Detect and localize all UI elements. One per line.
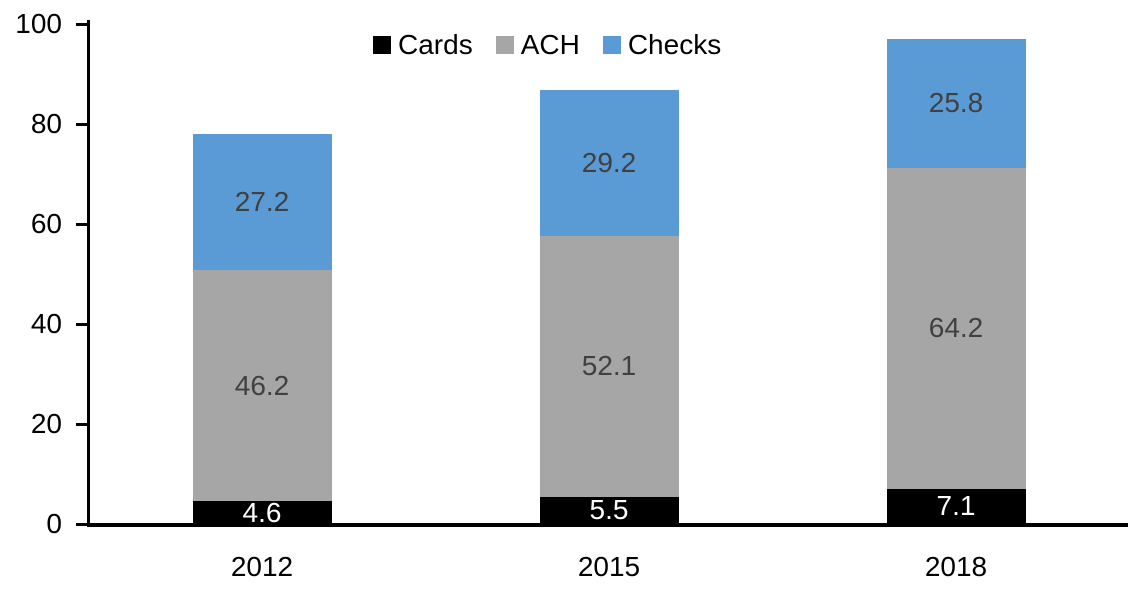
bar-2015-checks <box>539 90 679 236</box>
legend-swatch-ach <box>495 36 514 54</box>
x-axis-label-2012: 2012 <box>230 551 294 582</box>
y-axis-tick <box>76 423 87 426</box>
y-axis-line <box>87 20 90 527</box>
bar-2018-cards <box>886 488 1026 524</box>
bar-2012-cards <box>192 501 332 524</box>
legend-label-ach: ACH <box>520 29 580 60</box>
bar-2018-checks <box>886 38 1026 168</box>
bar-2018-ach <box>886 167 1026 489</box>
bar-label-2012-checks: 27.2 <box>234 186 290 217</box>
bar-2015-ach <box>539 236 679 497</box>
bar-label-2018-cards: 7.1 <box>936 490 976 522</box>
bar-label-2012-ach: 46.2 <box>234 369 290 401</box>
legend-swatch-cards <box>373 36 391 54</box>
y-axis-tick <box>76 323 87 326</box>
y-axis-tick-label: 40 <box>30 308 62 339</box>
y-axis-tick-label: 100 <box>15 8 62 39</box>
bar-label-2018-ach: 64.2 <box>928 312 984 343</box>
bar-2015-cards <box>539 496 679 524</box>
bar-label-2018-checks: 25.8 <box>928 87 984 118</box>
y-axis-tick <box>76 223 87 226</box>
y-axis-tick-label: 20 <box>30 408 62 439</box>
y-axis-tick-label: 80 <box>30 108 62 139</box>
bar-label-2015-checks: 29.2 <box>581 147 637 178</box>
bar-label-2012-cards: 4.6 <box>242 496 282 528</box>
legend-swatch-checks <box>602 36 621 54</box>
x-axis-label-2015: 2015 <box>577 551 641 582</box>
y-axis-tick-label: 0 <box>46 508 62 539</box>
bar-2012-ach <box>192 270 332 501</box>
y-axis-tick-label: 60 <box>30 208 62 239</box>
bar-label-2015-cards: 5.5 <box>589 494 629 526</box>
legend-item-cards: Cards <box>373 31 473 59</box>
legend-label-cards: Cards <box>398 29 473 60</box>
x-axis-line <box>87 523 1128 527</box>
x-axis-label-2018: 2018 <box>924 551 988 582</box>
y-axis-tick <box>76 23 87 26</box>
y-axis-tick <box>76 123 87 126</box>
bar-label-2015-ach: 52.1 <box>581 350 637 382</box>
legend-item-ach: ACH <box>495 29 580 60</box>
legend-item-checks: Checks <box>602 29 722 60</box>
legend-label-checks: Checks <box>627 29 722 60</box>
chart-legend: Cards ACH Checks <box>373 31 721 59</box>
bar-2012-checks <box>192 134 332 270</box>
y-axis-tick <box>76 523 87 526</box>
